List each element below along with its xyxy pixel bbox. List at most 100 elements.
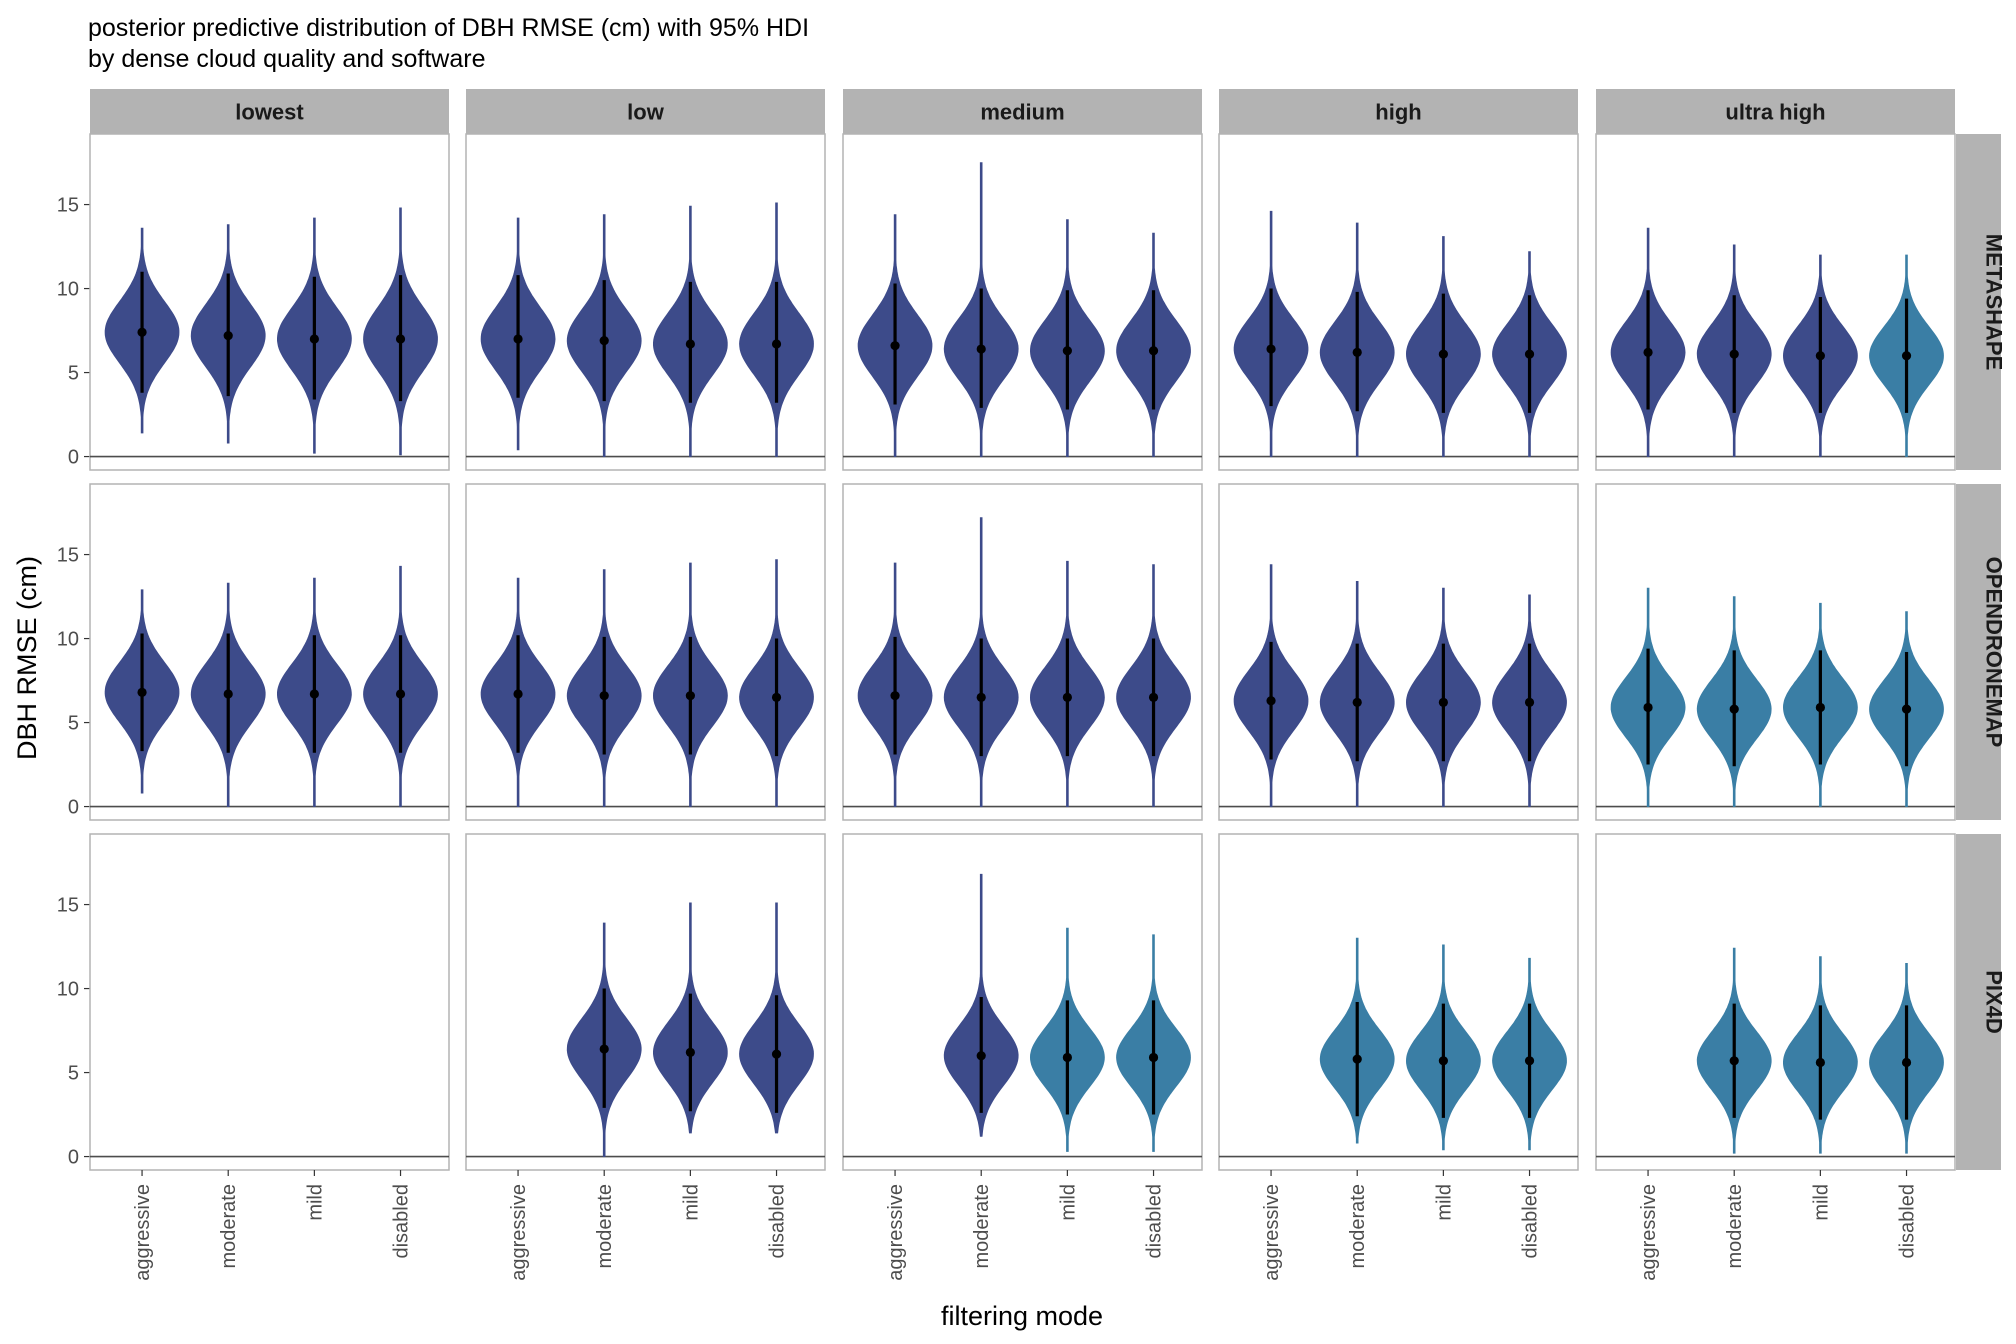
x-tick-label-aggressive: aggressive	[1261, 1184, 1283, 1281]
x-tick-label-aggressive: aggressive	[1638, 1184, 1660, 1281]
row-strip-metashape	[1956, 134, 2001, 470]
panel-background	[465, 833, 826, 1171]
row-strip-label-opendronemap: OPENDRONEMAP	[1982, 557, 2007, 748]
panel-pix4d-medium	[842, 833, 1203, 1171]
median-point-disabled	[771, 692, 782, 702]
x-tick-label-moderate: moderate	[218, 1184, 240, 1269]
panel-background	[89, 833, 450, 1171]
median-point-aggressive	[890, 691, 900, 701]
x-tick-label-mild: mild	[1433, 1184, 1455, 1221]
median-point-aggressive	[137, 687, 147, 697]
row-strip-pix4d	[1956, 834, 2001, 1170]
y-tick-label: 10	[57, 279, 79, 301]
median-point-aggressive	[1266, 696, 1276, 706]
median-point-disabled	[395, 334, 406, 344]
median-point-mild	[1438, 349, 1448, 359]
median-point-mild	[685, 339, 695, 349]
y-tick-label: 15	[57, 195, 79, 217]
median-point-disabled	[1524, 349, 1535, 359]
panel-background	[1595, 483, 1956, 821]
panel-opendronemap-ultra-high	[1595, 483, 1956, 821]
y-tick-label: 15	[57, 895, 79, 917]
median-point-mild	[1438, 697, 1448, 708]
y-tick-label: 0	[68, 1147, 79, 1169]
median-point-disabled	[1901, 351, 1912, 361]
column-strip-label-low: low	[627, 100, 665, 125]
median-point-disabled	[1148, 346, 1159, 356]
panel-opendronemap-medium	[842, 483, 1203, 821]
x-tick-label-disabled: disabled	[767, 1184, 789, 1259]
chart-title: posterior predictive distribution of DBH…	[88, 14, 809, 42]
median-point-mild	[309, 689, 319, 699]
y-tick-label: 5	[68, 1063, 79, 1085]
median-point-aggressive	[1266, 344, 1276, 354]
panel-opendronemap-low	[465, 483, 826, 821]
x-tick-label-moderate: moderate	[594, 1184, 616, 1269]
median-point-disabled	[771, 1049, 782, 1059]
column-strip-low	[466, 89, 825, 134]
panel-metashape-high	[1218, 133, 1579, 471]
median-point-mild	[1815, 351, 1825, 361]
median-point-mild	[309, 334, 319, 344]
panel-metashape-medium	[842, 133, 1203, 471]
median-point-mild	[685, 691, 695, 701]
median-point-moderate	[599, 1044, 609, 1054]
median-point-mild	[1438, 1056, 1448, 1066]
panel-pix4d-lowest	[89, 833, 450, 1171]
x-tick-label-mild: mild	[304, 1184, 326, 1221]
median-point-aggressive	[1643, 347, 1653, 357]
row-strip-label-metashape: METASHAPE	[1982, 234, 2007, 371]
x-tick-label-moderate: moderate	[1724, 1184, 1746, 1269]
facet-grid: lowest low medium high ultra high METASHAPE 0 5…	[57, 89, 2007, 1281]
median-point-moderate	[1352, 697, 1362, 708]
x-tick-label-disabled: disabled	[1520, 1184, 1542, 1259]
y-tick-label: 10	[57, 979, 79, 1001]
x-tick-label-mild: mild	[1810, 1184, 1832, 1221]
panel-pix4d-high	[1218, 833, 1579, 1171]
median-point-moderate	[223, 331, 233, 341]
x-tick-label-aggressive: aggressive	[885, 1184, 907, 1281]
median-point-moderate	[1729, 349, 1739, 359]
chart-subtitle: by dense cloud quality and software	[88, 45, 485, 73]
row-strip-label-pix4d: PIX4D	[1982, 970, 2007, 1034]
median-point-disabled	[1901, 704, 1912, 714]
column-strip-high	[1219, 89, 1578, 134]
median-point-moderate	[1352, 347, 1362, 357]
panel-pix4d-ultra-high	[1595, 833, 1956, 1171]
column-strip-medium	[843, 89, 1202, 134]
panel-pix4d-low	[465, 833, 826, 1171]
x-tick-label-mild: mild	[680, 1184, 702, 1221]
y-tick-label: 0	[68, 797, 79, 819]
median-point-aggressive	[890, 341, 900, 351]
column-strip-lowest	[90, 89, 449, 134]
median-point-moderate	[976, 692, 986, 702]
row-strip-opendronemap	[1956, 484, 2001, 820]
column-strip-label-high: high	[1375, 100, 1421, 125]
column-strip-label-lowest: lowest	[235, 100, 304, 125]
y-tick-label: 5	[68, 713, 79, 735]
median-point-aggressive	[513, 334, 523, 344]
x-axis-title: filtering mode	[941, 1301, 1103, 1331]
median-point-mild	[1062, 1052, 1072, 1063]
x-tick-label-moderate: moderate	[971, 1184, 993, 1269]
column-strip-label-ultra-high: ultra high	[1725, 100, 1825, 125]
median-point-disabled	[1148, 692, 1159, 702]
median-point-mild	[1815, 702, 1825, 713]
panel-metashape-ultra-high	[1595, 133, 1956, 471]
x-tick-label-moderate: moderate	[1347, 1184, 1369, 1269]
x-tick-label-disabled: disabled	[1897, 1184, 1919, 1259]
median-point-disabled	[1901, 1057, 1912, 1068]
median-point-moderate	[1352, 1054, 1362, 1064]
median-point-moderate	[1729, 1056, 1739, 1066]
median-point-mild	[1062, 346, 1072, 356]
median-point-aggressive	[137, 327, 147, 337]
panel-background	[1218, 833, 1579, 1171]
median-point-disabled	[1148, 1052, 1159, 1063]
median-point-moderate	[1729, 704, 1739, 714]
median-point-moderate	[599, 691, 609, 701]
median-point-aggressive	[1643, 702, 1653, 713]
panel-metashape-lowest	[89, 133, 450, 471]
panel-background	[1595, 833, 1956, 1171]
x-tick-label-aggressive: aggressive	[508, 1184, 530, 1281]
